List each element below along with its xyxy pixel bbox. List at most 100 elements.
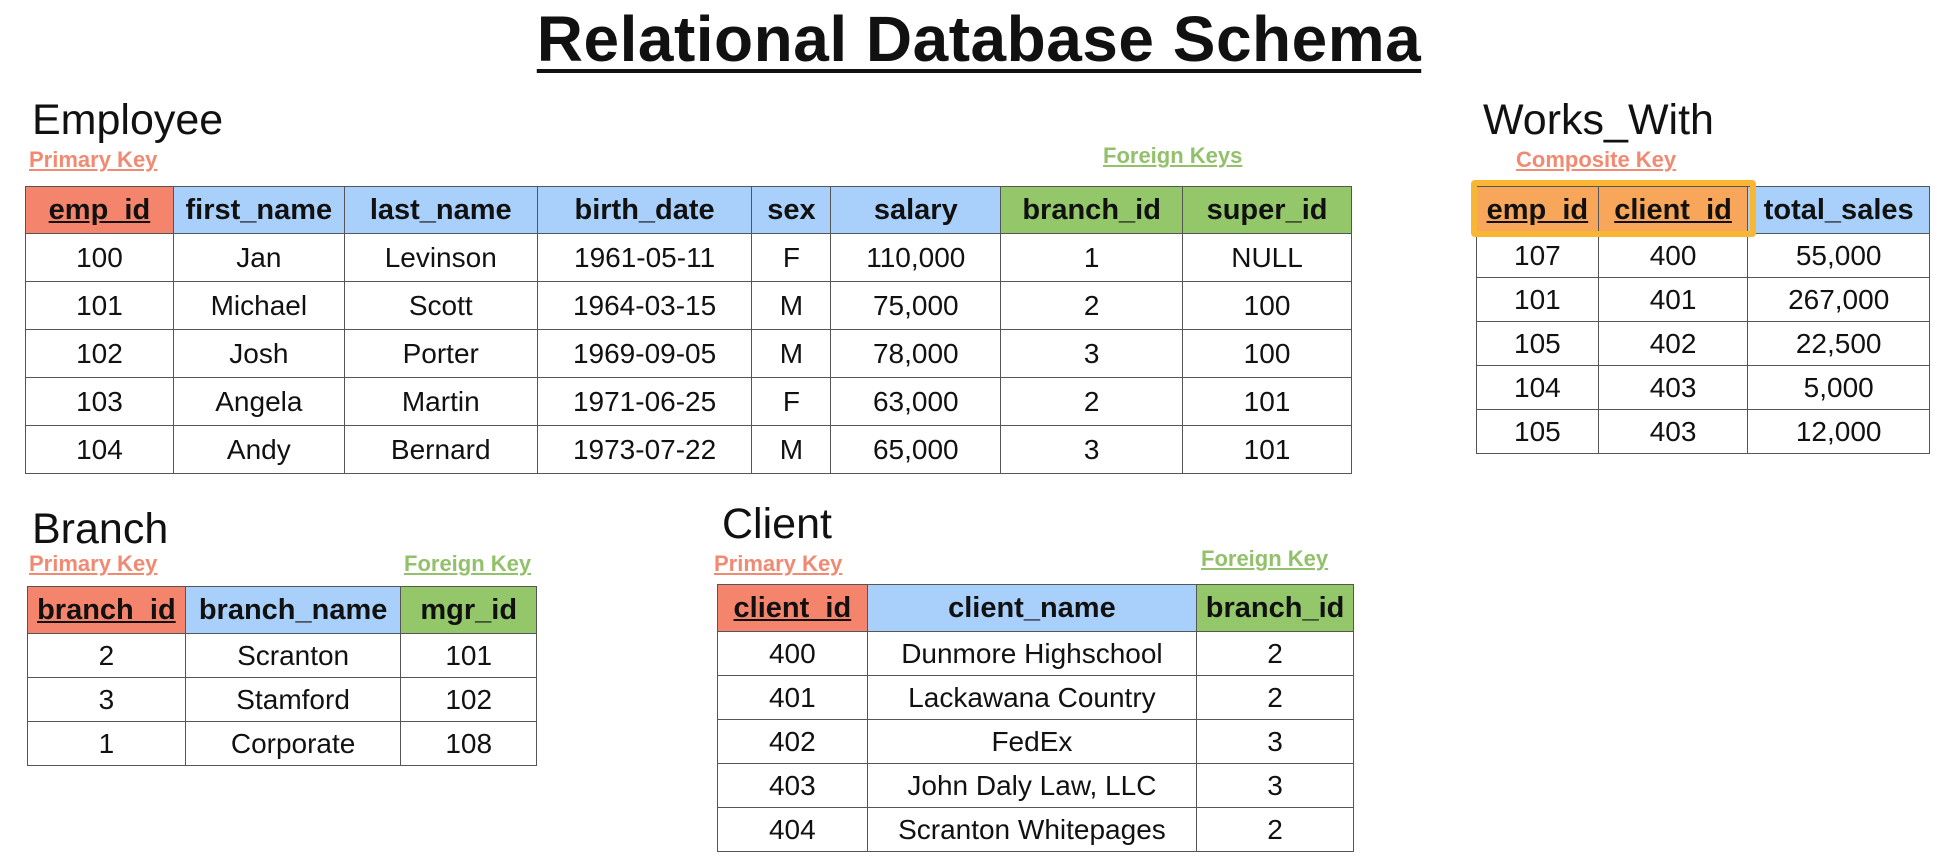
- table-cell: F: [751, 377, 832, 426]
- works-with-col-total-sales: total_sales: [1747, 186, 1930, 234]
- table-cell: 100: [25, 233, 174, 282]
- client-col-client-name: client_name: [866, 584, 1198, 632]
- table-cell: 1973-07-22: [536, 425, 753, 474]
- table-cell: 110,000: [830, 233, 1002, 282]
- table-cell: Lackawana Country: [866, 675, 1198, 720]
- table-cell: 105: [1476, 409, 1599, 454]
- table-cell: 1: [1000, 233, 1184, 282]
- table-row: 105 402 22,500: [1476, 321, 1930, 366]
- table-cell: Scott: [343, 281, 538, 330]
- table-cell: 101: [25, 281, 174, 330]
- employee-col-last-name: last_name: [343, 186, 538, 234]
- employee-col-first-name: first_name: [172, 186, 345, 234]
- branch-primary-key-label: Primary Key: [29, 551, 158, 576]
- table-row: 3 Stamford 102: [27, 677, 537, 722]
- table-cell: 402: [1597, 321, 1749, 366]
- table-cell: Levinson: [343, 233, 538, 282]
- table-cell: 1971-06-25: [536, 377, 753, 426]
- works-with-col-client-id: client_id: [1597, 186, 1749, 234]
- table-cell: 403: [1597, 409, 1749, 454]
- table-cell: 3: [1000, 329, 1184, 378]
- table-cell: 2: [1196, 675, 1354, 720]
- table-cell: 401: [717, 675, 868, 720]
- branch-body: 2 Scranton 101 3 Stamford 102 1 Corporate 108: [27, 633, 537, 766]
- employee-header-row: emp_id first_name last_name birth_date s…: [25, 186, 1352, 234]
- works-with-body: 107 400 55,000 101 401 267,000 105 402 22,500 104…: [1476, 233, 1930, 454]
- table-cell: 2: [1000, 281, 1184, 330]
- diagram-title: Relational Database Schema: [536, 3, 1422, 75]
- branch-col-mgr-id: mgr_id: [400, 586, 537, 634]
- table-cell: 100: [1182, 329, 1352, 378]
- table-cell: F: [751, 233, 832, 282]
- table-cell: 3: [27, 677, 186, 722]
- table-cell: 2: [1000, 377, 1184, 426]
- table-cell: 2: [1196, 807, 1354, 852]
- table-cell: 400: [1597, 233, 1749, 278]
- table-cell: 101: [400, 633, 537, 678]
- table-row: 107 400 55,000: [1476, 233, 1930, 278]
- works-with-table-name: Works_With: [1483, 96, 1714, 144]
- table-cell: M: [751, 281, 832, 330]
- client-col-client-id: client_id: [717, 584, 868, 632]
- table-cell: 100: [1182, 281, 1352, 330]
- employee-col-sex: sex: [751, 186, 832, 234]
- table-cell: Andy: [172, 425, 345, 474]
- table-cell: M: [751, 425, 832, 474]
- employee-table: emp_id first_name last_name birth_date s…: [25, 186, 1352, 474]
- table-cell: 3: [1000, 425, 1184, 474]
- table-row: 104 Andy Bernard 1973-07-22 M 65,000 3 101: [25, 425, 1352, 474]
- employee-table-name: Employee: [32, 96, 224, 144]
- table-cell: 2: [27, 633, 186, 678]
- table-cell: 105: [1476, 321, 1599, 366]
- table-cell: 402: [717, 719, 868, 764]
- branch-table: branch_id branch_name mgr_id 2 Scranton 10…: [27, 586, 537, 766]
- table-row: 2 Scranton 101: [27, 633, 537, 678]
- table-cell: 5,000: [1747, 365, 1930, 410]
- table-cell: Jan: [172, 233, 345, 282]
- works-with-header-row: emp_id client_id total_sales: [1476, 186, 1930, 234]
- table-cell: Josh: [172, 329, 345, 378]
- table-cell: Bernard: [343, 425, 538, 474]
- table-row: 402 FedEx 3: [717, 719, 1354, 764]
- table-row: 105 403 12,000: [1476, 409, 1930, 454]
- client-body: 400 Dunmore Highschool 2 401 Lackawana Count…: [717, 631, 1354, 852]
- table-cell: 400: [717, 631, 868, 676]
- diagram-title-wrap: Relational Database Schema: [0, 2, 1958, 76]
- table-cell: Scranton: [184, 633, 402, 678]
- table-cell: 1964-03-15: [536, 281, 753, 330]
- employee-col-salary: salary: [830, 186, 1002, 234]
- table-cell: 1969-09-05: [536, 329, 753, 378]
- table-cell: NULL: [1182, 233, 1352, 282]
- table-cell: 103: [25, 377, 174, 426]
- branch-col-branch-id: branch_id: [27, 586, 186, 634]
- table-cell: 78,000: [830, 329, 1002, 378]
- employee-foreign-keys-label: Foreign Keys: [1103, 143, 1243, 168]
- client-foreign-key-label: Foreign Key: [1201, 546, 1329, 571]
- table-cell: 63,000: [830, 377, 1002, 426]
- table-cell: 404: [717, 807, 868, 852]
- table-row: 101 401 267,000: [1476, 277, 1930, 322]
- table-row: 100 Jan Levinson 1961-05-11 F 110,000 1 NULL: [25, 233, 1352, 282]
- table-cell: 12,000: [1747, 409, 1930, 454]
- branch-table-name: Branch: [32, 505, 169, 553]
- employee-col-emp-id: emp_id: [25, 186, 174, 234]
- client-primary-key-label: Primary Key: [714, 551, 843, 576]
- client-table-name: Client: [722, 500, 832, 548]
- table-cell: John Daly Law, LLC: [866, 763, 1198, 808]
- table-cell: FedEx: [866, 719, 1198, 764]
- table-row: 403 John Daly Law, LLC 3: [717, 763, 1354, 808]
- employee-col-branch-id: branch_id: [1000, 186, 1184, 234]
- branch-header-row: branch_id branch_name mgr_id: [27, 586, 537, 634]
- table-row: 400 Dunmore Highschool 2: [717, 631, 1354, 676]
- table-cell: Corporate: [184, 721, 402, 766]
- table-row: 101 Michael Scott 1964-03-15 M 75,000 2 100: [25, 281, 1352, 330]
- table-cell: Porter: [343, 329, 538, 378]
- table-cell: 108: [400, 721, 537, 766]
- table-cell: 267,000: [1747, 277, 1930, 322]
- table-cell: Dunmore Highschool: [866, 631, 1198, 676]
- table-cell: 2: [1196, 631, 1354, 676]
- table-cell: 403: [1597, 365, 1749, 410]
- table-cell: 104: [1476, 365, 1599, 410]
- employee-col-super-id: super_id: [1182, 186, 1352, 234]
- table-cell: 101: [1476, 277, 1599, 322]
